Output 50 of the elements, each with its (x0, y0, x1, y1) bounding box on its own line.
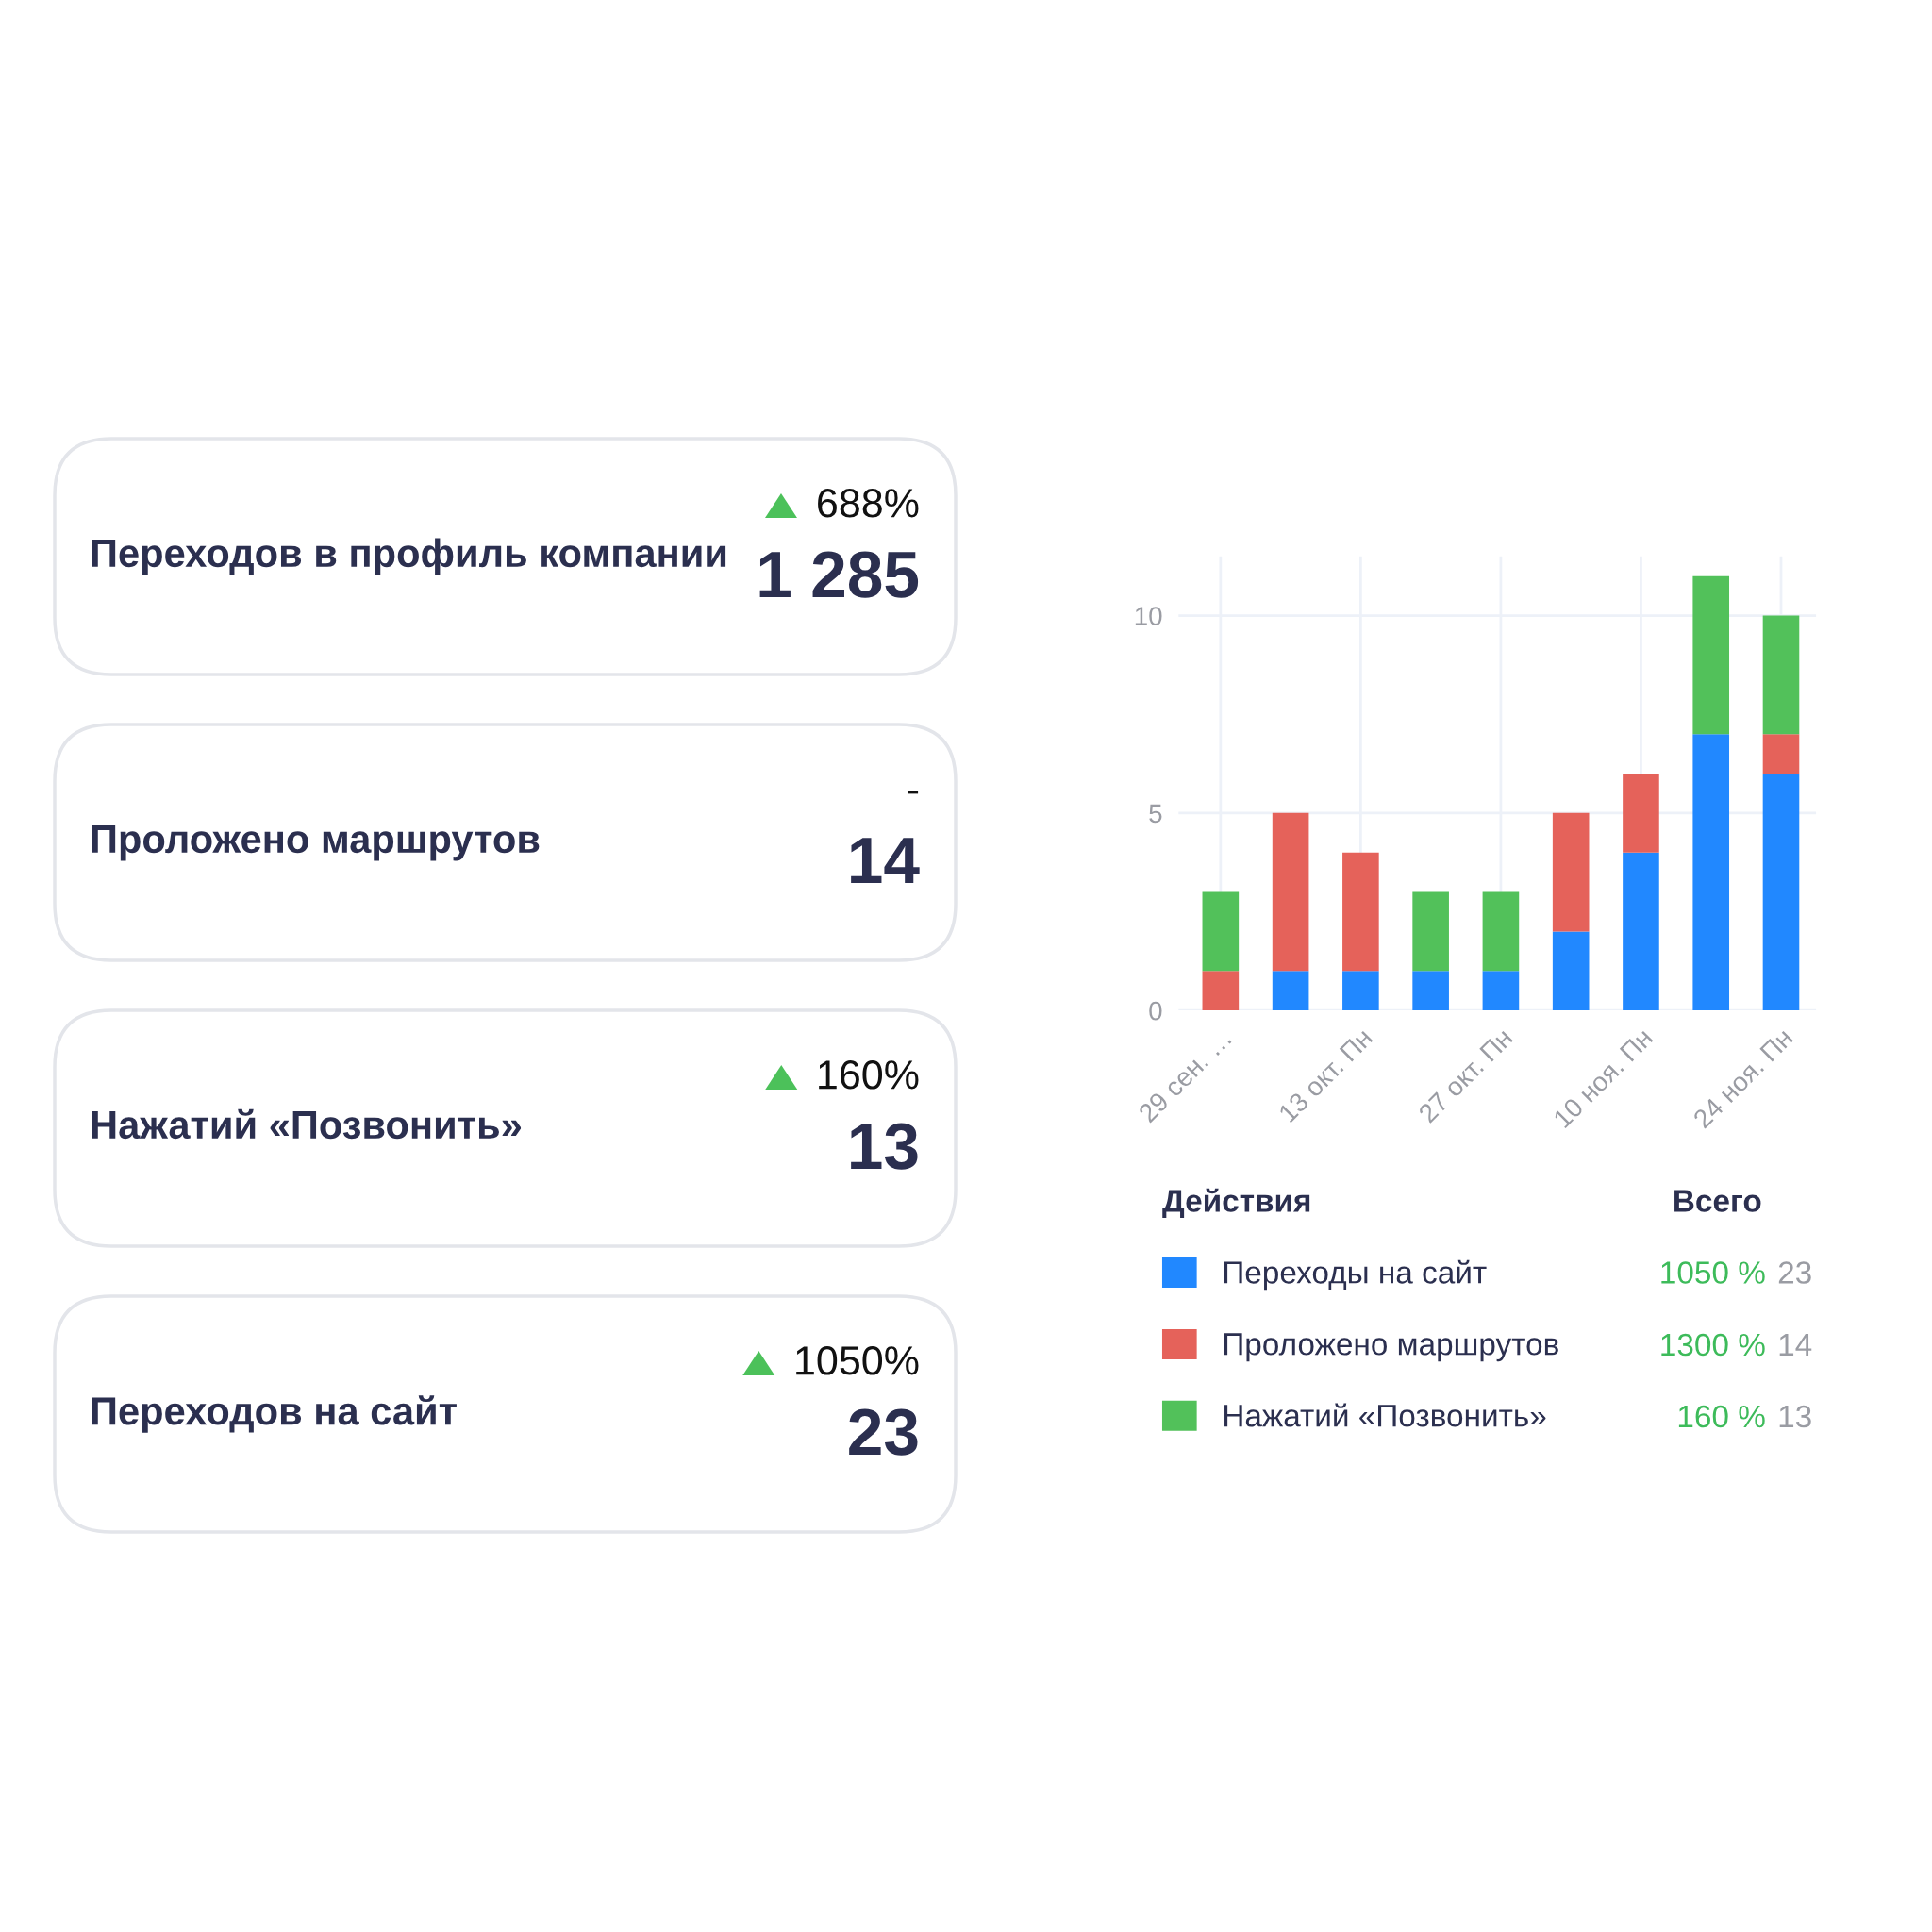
bar (1762, 774, 1800, 1011)
bar (1623, 852, 1659, 1011)
text: Всего (1674, 1190, 1761, 1212)
bar (1482, 971, 1520, 1011)
x-tick-label: 27 окт. Пн (1417, 1027, 1513, 1124)
text: Нажатий «Позвонить» (92, 1108, 522, 1140)
bar (1482, 891, 1520, 972)
text: 160 % (1678, 1405, 1765, 1428)
x-tick-label: 29 сен. … (1137, 1028, 1232, 1124)
legend-label: Переходы на сайт (1224, 1259, 1487, 1291)
bar (1692, 575, 1730, 735)
text: 1 285 (759, 551, 919, 598)
text: 1300 % (1661, 1333, 1765, 1357)
bar (1623, 774, 1659, 853)
bar (1552, 931, 1590, 1011)
text: 1050 % (1661, 1261, 1765, 1284)
bar (1412, 971, 1449, 1011)
x-tick-label: 24 ноя. Пн (1691, 1027, 1794, 1129)
text: 14 (1779, 1334, 1812, 1357)
bar (1412, 891, 1449, 972)
bar (1202, 971, 1240, 1011)
bar (1762, 615, 1800, 735)
legend-title: Действия (1162, 1188, 1310, 1219)
bar (1762, 734, 1800, 774)
x-tick-label: 10 ноя. Пн (1552, 1027, 1654, 1129)
text: 160% (819, 1060, 919, 1090)
bar (1342, 971, 1379, 1011)
text: 13 (1779, 1405, 1811, 1428)
y-tick-label: 5 (1149, 804, 1162, 824)
text: 23 (849, 1408, 918, 1456)
bar (1272, 971, 1309, 1011)
y-tick-label: 0 (1149, 1001, 1162, 1021)
text: 14 (851, 838, 920, 883)
y-tick-label: 10 (1135, 607, 1162, 625)
bar (1272, 812, 1309, 972)
bar (1692, 734, 1730, 1011)
x-tick-label: 13 окт. Пн (1277, 1027, 1374, 1124)
bar (1202, 891, 1240, 972)
text: 1050% (796, 1346, 919, 1375)
legend-label: Нажатий «Позвонить» (1224, 1403, 1546, 1427)
bar (1342, 852, 1379, 972)
text: Проложено маршрутов (92, 825, 540, 861)
bar (1552, 812, 1590, 932)
text: 688% (818, 489, 919, 518)
text: - (908, 791, 919, 794)
text: Переходов в профиль компании (92, 538, 726, 575)
text: 13 (851, 1123, 918, 1170)
legend-label: Проложено маршрутов (1224, 1333, 1558, 1362)
text: 23 (1778, 1261, 1811, 1284)
text: Переходов на сайт (92, 1395, 457, 1433)
